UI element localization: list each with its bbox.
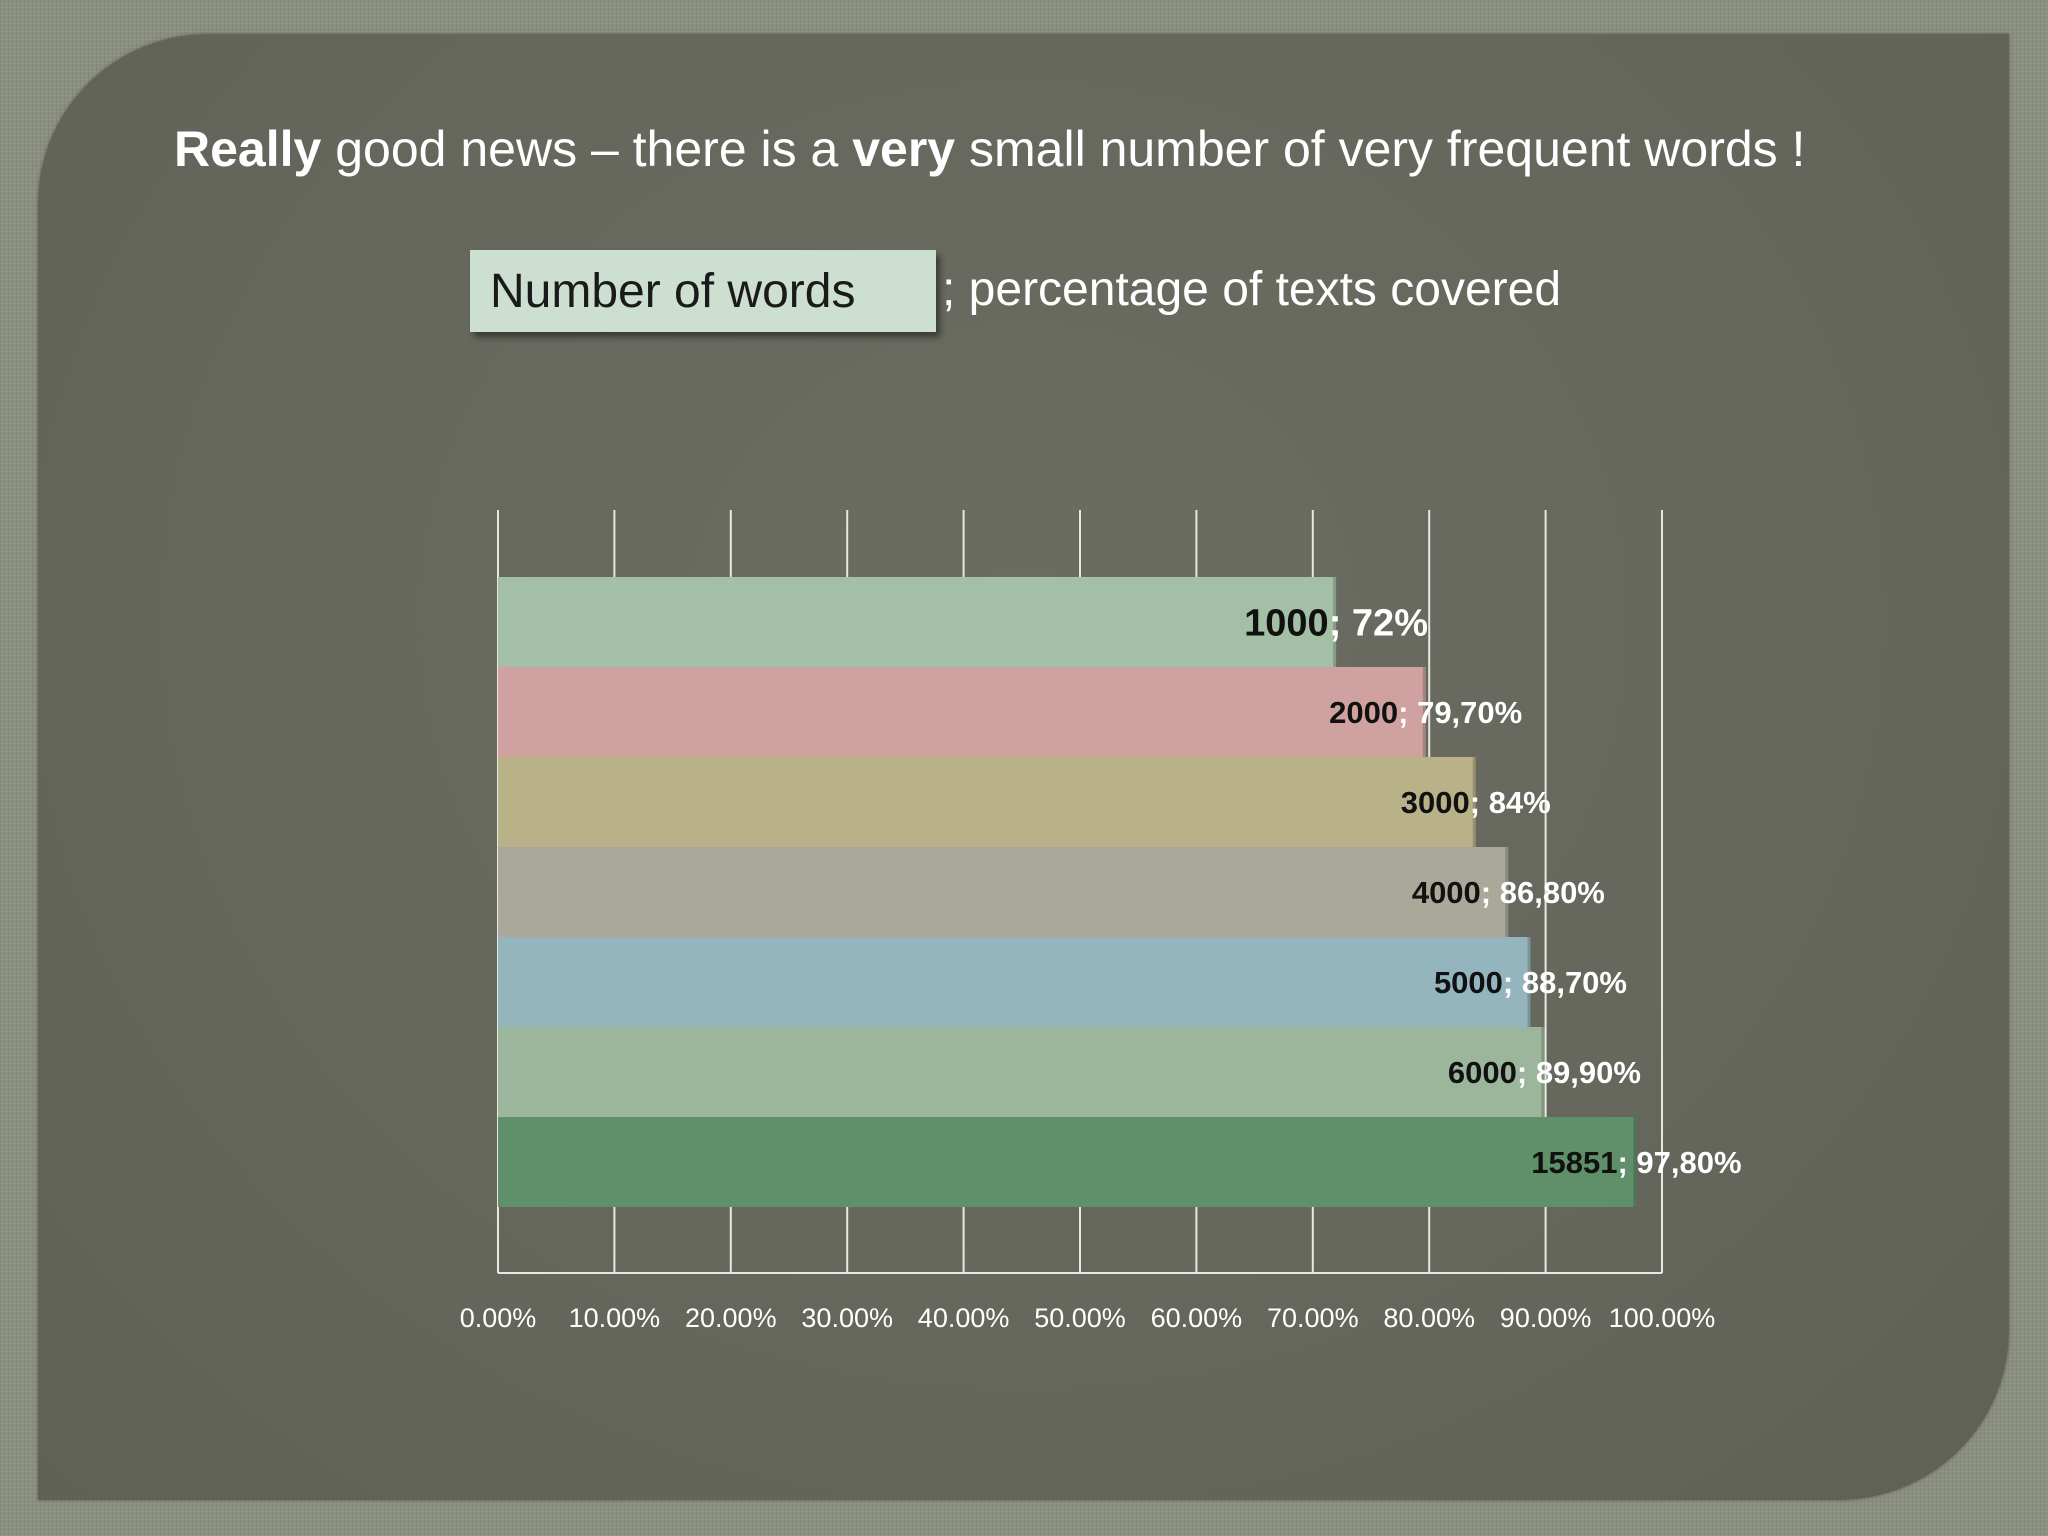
headline-text-1: good news – there is a bbox=[321, 121, 853, 177]
headline-really: Really bbox=[174, 121, 322, 177]
data-label-percent: 97,80% bbox=[1636, 1145, 1741, 1180]
data-label-words: 4000 bbox=[1412, 875, 1481, 910]
data-label-percent: 89,90% bbox=[1536, 1055, 1641, 1090]
data-label-separator: ; bbox=[1517, 1055, 1536, 1090]
data-label-percent: 84% bbox=[1489, 785, 1551, 820]
bar-5000 bbox=[498, 937, 1531, 1027]
x-tick-label: 70.00% bbox=[1267, 1303, 1359, 1333]
legend-box-label: Number of words bbox=[490, 264, 856, 318]
data-label-15851: 15851; 97,80% bbox=[1531, 1145, 1741, 1180]
bar-6000 bbox=[498, 1027, 1545, 1117]
headline-very: very bbox=[852, 121, 956, 177]
bar-edge-1000 bbox=[1333, 577, 1337, 667]
data-label-4000: 4000; 86,80% bbox=[1412, 875, 1605, 910]
data-label-words: 15851 bbox=[1531, 1145, 1617, 1180]
data-label-2000: 2000; 79,70% bbox=[1329, 695, 1522, 730]
data-label-percent: 86,80% bbox=[1500, 875, 1605, 910]
x-tick-label: 30.00% bbox=[801, 1303, 893, 1333]
data-label-percent: 72% bbox=[1352, 603, 1428, 645]
data-label-percent: 79,70% bbox=[1417, 695, 1522, 730]
bar-edge-2000 bbox=[1422, 667, 1426, 757]
bar-edge-3000 bbox=[1472, 757, 1476, 847]
data-label-words: 2000 bbox=[1329, 695, 1398, 730]
bar-3000 bbox=[498, 757, 1476, 847]
x-tick-label: 100.00% bbox=[1609, 1303, 1716, 1333]
data-label-separator: ; bbox=[1617, 1145, 1636, 1180]
data-label-5000: 5000; 88,70% bbox=[1434, 965, 1627, 1000]
bar-edge-15851 bbox=[1633, 1117, 1637, 1207]
legend-percentage-label: ; percentage of texts covered bbox=[942, 263, 1562, 316]
data-label-separator: ; bbox=[1503, 965, 1522, 1000]
x-tick-label: 10.00% bbox=[569, 1303, 661, 1333]
slide-background: Really good news – there is a very small… bbox=[38, 34, 2009, 1500]
bar-15851 bbox=[498, 1117, 1637, 1207]
x-tick-label: 60.00% bbox=[1151, 1303, 1243, 1333]
data-label-words: 1000 bbox=[1244, 603, 1329, 645]
x-tick-label: 80.00% bbox=[1383, 1303, 1475, 1333]
data-label-words: 3000 bbox=[1401, 785, 1470, 820]
x-tick-label: 0.00% bbox=[460, 1303, 537, 1333]
chart-data-labels: 1000; 72% 2000; 79,70% 3000; 84% 4000; 86,8… bbox=[1244, 603, 1741, 1180]
data-label-percent: 88,70% bbox=[1522, 965, 1627, 1000]
headline-text-2: small number of very frequent words ! bbox=[955, 121, 1806, 177]
data-label-separator: ; bbox=[1329, 603, 1352, 645]
data-label-separator: ; bbox=[1481, 875, 1500, 910]
legend-number-of-words: Number of words bbox=[470, 250, 936, 332]
data-label-separator: ; bbox=[1398, 695, 1417, 730]
headline: Really good news – there is a very small… bbox=[174, 120, 1974, 178]
x-tick-label: 20.00% bbox=[685, 1303, 777, 1333]
x-tick-label: 40.00% bbox=[918, 1303, 1010, 1333]
bar-1000 bbox=[498, 577, 1337, 667]
x-tick-label: 90.00% bbox=[1500, 1303, 1592, 1333]
chart-x-axis-ticks: 0.00% 10.00% 20.00% 30.00% 40.00% 50.00% 60.00… bbox=[460, 1303, 1716, 1333]
bar-edge-6000 bbox=[1541, 1027, 1545, 1117]
data-label-3000: 3000; 84% bbox=[1401, 785, 1551, 820]
chart-bars bbox=[498, 577, 1637, 1207]
data-label-words: 6000 bbox=[1448, 1055, 1517, 1090]
data-label-words: 5000 bbox=[1434, 965, 1503, 1000]
x-tick-label: 50.00% bbox=[1034, 1303, 1126, 1333]
bar-edge-4000 bbox=[1505, 847, 1509, 937]
data-label-1000: 1000; 72% bbox=[1244, 603, 1428, 645]
bar-2000 bbox=[498, 667, 1426, 757]
bar-4000 bbox=[498, 847, 1509, 937]
data-label-6000: 6000; 89,90% bbox=[1448, 1055, 1641, 1090]
data-label-separator: ; bbox=[1470, 785, 1489, 820]
bar-edge-5000 bbox=[1527, 937, 1531, 1027]
